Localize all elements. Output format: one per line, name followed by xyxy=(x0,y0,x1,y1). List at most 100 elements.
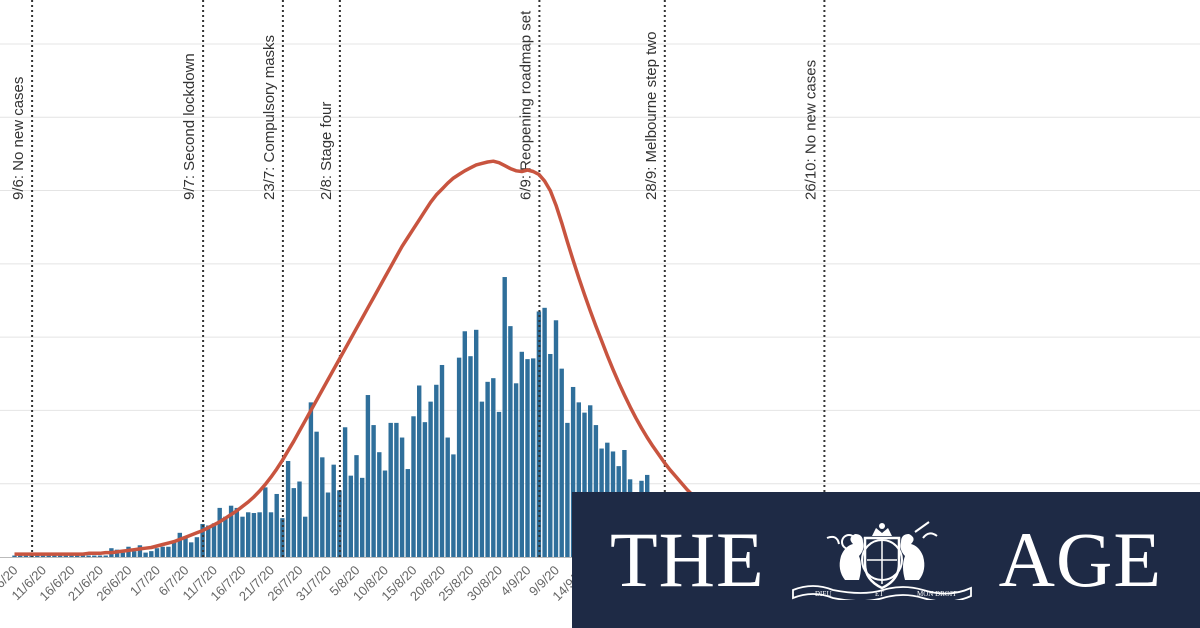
daily-cases-bar xyxy=(531,358,536,557)
daily-cases-bar xyxy=(223,516,228,557)
daily-cases-bar xyxy=(508,326,513,557)
daily-cases-bar xyxy=(35,555,40,557)
daily-cases-bar xyxy=(388,422,393,557)
daily-cases-bar xyxy=(297,481,302,557)
daily-cases-bar xyxy=(40,555,46,557)
daily-cases-bar xyxy=(217,507,222,557)
daily-cases-bar xyxy=(263,487,268,557)
event-marker-label: 6/9: Reopening roadmap set xyxy=(517,10,534,200)
daily-cases-bar xyxy=(69,555,74,557)
daily-cases-bar xyxy=(542,307,547,557)
daily-cases-bar xyxy=(303,516,308,557)
daily-cases-bar xyxy=(496,411,502,557)
daily-cases-bar xyxy=(251,513,257,557)
event-marker-label: 23/7: Compulsory masks xyxy=(261,35,278,200)
daily-cases-bar xyxy=(18,555,23,557)
daily-cases-bar xyxy=(417,385,422,557)
daily-cases-bar xyxy=(354,455,359,557)
daily-cases-bar xyxy=(451,454,456,557)
daily-cases-bar xyxy=(246,512,251,557)
daily-cases-bar xyxy=(462,331,467,557)
daily-cases-bar xyxy=(513,383,519,557)
daily-cases-bar xyxy=(559,368,564,557)
daily-cases-bar xyxy=(137,545,143,557)
daily-cases-bar xyxy=(120,552,125,557)
daily-cases-bar xyxy=(525,359,530,557)
daily-cases-bar xyxy=(405,469,410,557)
daily-cases-bar xyxy=(479,401,485,557)
daily-cases-bar xyxy=(474,329,479,557)
crest-motto-right: MON DROIT xyxy=(917,590,957,598)
daily-cases-bar xyxy=(177,532,182,557)
daily-cases-bar xyxy=(92,555,97,557)
daily-cases-bar xyxy=(485,381,490,557)
daily-cases-bar xyxy=(86,555,91,557)
daily-cases-bar xyxy=(211,523,217,557)
event-marker-label: 28/9: Melbourne step two xyxy=(643,32,660,200)
daily-cases-bar xyxy=(285,460,291,557)
daily-cases-bar xyxy=(428,401,433,557)
daily-cases-bar xyxy=(234,507,239,557)
daily-cases-bar xyxy=(553,320,559,557)
event-marker-label: 26/10: No new cases xyxy=(802,60,819,200)
daily-cases-bar xyxy=(23,555,29,557)
event-marker-label: 2/8: Stage four xyxy=(318,102,335,200)
daily-cases-bar xyxy=(439,364,445,557)
daily-cases-bar xyxy=(434,384,439,557)
daily-cases-bar xyxy=(365,395,371,557)
daily-cases-bar xyxy=(342,427,348,557)
daily-cases-bar xyxy=(143,552,148,557)
daily-cases-bar xyxy=(52,555,57,557)
daily-cases-bar xyxy=(348,475,353,557)
crest-motto-middle: ET xyxy=(875,590,884,598)
daily-cases-bar xyxy=(80,555,86,557)
daily-cases-bar xyxy=(422,422,428,557)
daily-cases-bar xyxy=(331,464,336,557)
daily-cases-bar xyxy=(189,542,194,557)
daily-cases-bar xyxy=(194,537,200,557)
daily-cases-bar xyxy=(57,555,63,557)
daily-cases-bar xyxy=(468,356,473,557)
daily-cases-bar xyxy=(46,555,51,557)
masthead-word-the: THE xyxy=(610,516,765,603)
daily-cases-bar xyxy=(206,525,211,557)
daily-cases-bar xyxy=(274,493,279,557)
daily-cases-bar xyxy=(399,437,405,557)
daily-cases-bar xyxy=(320,457,325,557)
daily-cases-bar xyxy=(456,357,462,557)
x-tick-label: 4/9/20 xyxy=(497,563,533,599)
daily-cases-bar xyxy=(166,546,171,557)
crest-motto-left: DIEU xyxy=(815,590,832,598)
daily-cases-bar xyxy=(280,518,285,557)
daily-cases-bar xyxy=(12,555,17,557)
daily-cases-bar xyxy=(63,555,68,557)
daily-cases-bar xyxy=(593,425,599,557)
daily-cases-bar xyxy=(582,412,587,557)
masthead-word-age: AGE xyxy=(998,516,1162,603)
daily-cases-bar xyxy=(377,452,382,557)
daily-cases-bar xyxy=(337,490,342,557)
daily-cases-bar xyxy=(75,555,80,557)
daily-cases-bar xyxy=(588,405,593,557)
daily-cases-bar xyxy=(519,351,524,557)
daily-cases-bar xyxy=(360,477,365,557)
daily-cases-bar xyxy=(491,378,496,557)
daily-cases-bar xyxy=(103,555,108,557)
daily-cases-bar xyxy=(325,492,331,557)
daily-cases-bar xyxy=(314,431,319,557)
event-marker-label: 9/6: No new cases xyxy=(10,77,27,200)
daily-cases-bar xyxy=(257,512,262,557)
daily-cases-bar xyxy=(97,555,103,557)
daily-cases-bar xyxy=(411,416,416,557)
daily-cases-bar xyxy=(445,437,450,557)
daily-cases-bar xyxy=(308,402,314,557)
daily-cases-bar xyxy=(371,425,376,557)
daily-cases-bar xyxy=(154,548,160,557)
daily-cases-bar xyxy=(171,542,177,557)
the-age-masthead: THE DIEU ET MON DROIT AGE xyxy=(572,492,1200,628)
daily-cases-bar xyxy=(149,551,154,557)
daily-cases-bar xyxy=(291,488,296,557)
daily-cases-bar xyxy=(132,551,137,557)
daily-cases-bar xyxy=(183,537,188,557)
daily-cases-bar xyxy=(228,505,234,557)
